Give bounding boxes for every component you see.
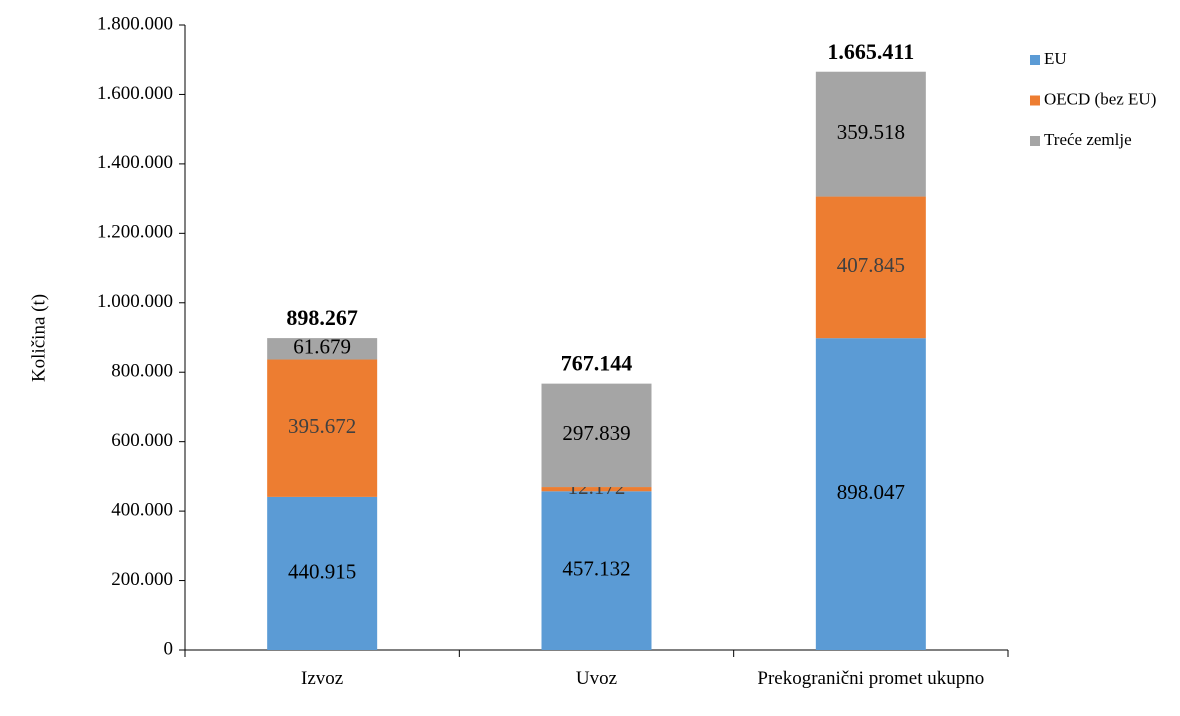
bar-segment	[267, 338, 378, 360]
data-label: 395.672	[288, 414, 356, 438]
legend-swatch	[1030, 136, 1040, 146]
x-tick-label: Prekogranični promet ukupno	[757, 668, 985, 689]
data-label: 898.047	[837, 480, 905, 504]
y-tick-label: 800.000	[111, 361, 173, 382]
y-axis-label: Količina (t)	[28, 294, 49, 382]
legend-label: Treće zemlje	[1044, 130, 1132, 149]
y-tick-label: 1.000.000	[97, 291, 173, 312]
y-tick-label: 600.000	[111, 430, 173, 451]
bar-segment	[267, 496, 378, 650]
bar-segment	[815, 196, 926, 339]
total-label: 1.665.411	[827, 39, 914, 64]
bar-segment	[815, 71, 926, 197]
bar-segment	[815, 338, 926, 650]
data-label: 407.845	[837, 253, 905, 277]
bar-segment	[541, 491, 652, 650]
y-tick-label: 1.200.000	[97, 222, 173, 243]
legend-swatch	[1030, 55, 1040, 65]
total-label: 898.267	[286, 305, 358, 330]
legend-label: EU	[1044, 49, 1067, 68]
data-label: 457.132	[562, 556, 630, 580]
data-label: 297.839	[562, 421, 630, 445]
y-tick-label: 1.800.000	[97, 13, 173, 34]
y-tick-label: 1.600.000	[97, 83, 173, 104]
bar-segment	[541, 487, 652, 492]
y-tick-label: 1.400.000	[97, 152, 173, 173]
x-tick-label: Uvoz	[575, 668, 618, 689]
data-label: 61.679	[293, 335, 351, 359]
x-tick-label: Izvoz	[301, 668, 344, 689]
legend-swatch	[1030, 95, 1040, 106]
data-label: 440.915	[288, 559, 356, 583]
y-tick-label: 200.000	[111, 569, 173, 590]
data-label: 359.518	[837, 120, 905, 144]
y-tick-label: 400.000	[111, 499, 173, 520]
bar-segment	[541, 383, 652, 488]
legend-label: OECD (bez EU)	[1044, 89, 1156, 108]
bar-segment	[267, 359, 378, 497]
total-label: 767.144	[561, 351, 633, 376]
y-tick-label: 0	[164, 638, 174, 659]
